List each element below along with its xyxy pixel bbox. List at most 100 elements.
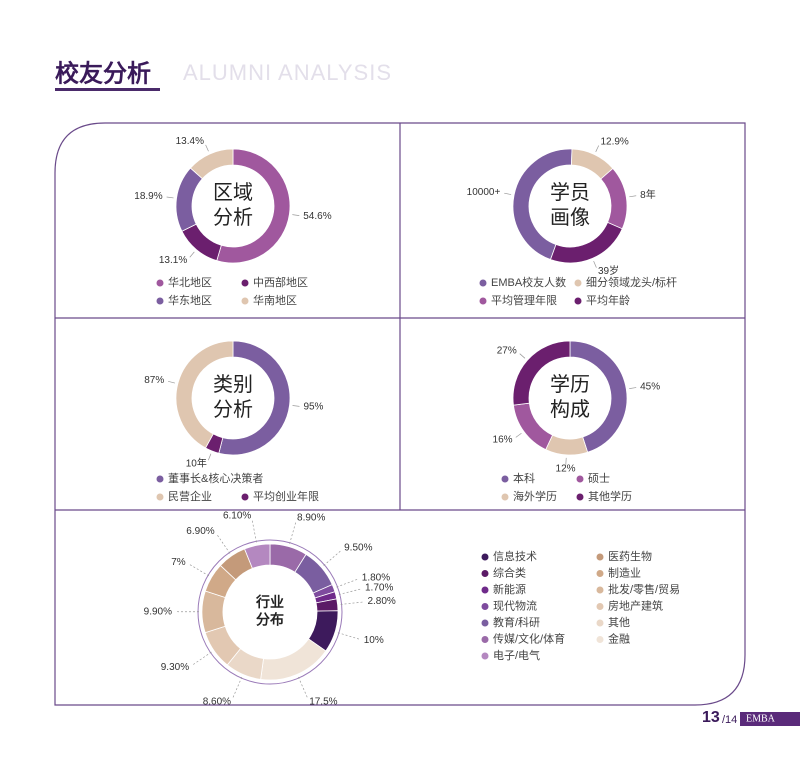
legend-swatch	[597, 554, 604, 561]
leader-line	[233, 677, 242, 698]
legend-label: 金融	[608, 631, 630, 645]
legend-swatch	[242, 494, 249, 501]
leader-line	[293, 406, 300, 407]
center-title: 分析	[213, 398, 253, 421]
legend-swatch	[482, 603, 489, 610]
legend-swatch	[480, 298, 487, 305]
leader-line	[339, 589, 361, 595]
leader-line	[629, 388, 636, 389]
data-label: 54.6%	[303, 211, 331, 222]
legend-label: 华北地区	[168, 275, 212, 289]
leader-line	[192, 652, 211, 665]
page-total: /14	[722, 714, 737, 726]
data-label: 10年	[186, 457, 207, 470]
leader-line	[596, 145, 599, 151]
leader-line	[338, 633, 360, 640]
leader-line	[168, 381, 175, 383]
data-label: 13.4%	[176, 136, 204, 147]
donut-segment	[601, 168, 627, 228]
donut-segment	[261, 639, 326, 680]
legend-label: EMBA校友人数	[491, 275, 566, 289]
data-label: 45%	[640, 382, 660, 393]
donut-segment	[202, 591, 225, 633]
legend-swatch	[482, 620, 489, 627]
legend-swatch	[502, 494, 509, 501]
donut-segment	[546, 435, 588, 455]
legend-label: 其他学历	[588, 489, 632, 503]
legend-label: 医药生物	[608, 549, 652, 563]
legend-swatch	[157, 298, 164, 305]
legend-swatch	[597, 636, 604, 643]
leader-line	[516, 433, 522, 437]
donut-segment	[570, 341, 627, 452]
data-label: 16%	[493, 434, 513, 445]
page-subtitle: ALUMNI ANALYSIS	[183, 60, 392, 85]
data-label: 18.9%	[134, 191, 162, 202]
legend-swatch	[577, 476, 584, 483]
legend-label: 平均年龄	[586, 293, 630, 307]
leader-line	[336, 579, 358, 587]
data-label: 17.5%	[309, 696, 337, 707]
data-label: 12%	[556, 464, 576, 475]
data-label: 8.90%	[297, 512, 325, 523]
data-label: 9.50%	[344, 543, 372, 554]
legend-swatch	[597, 587, 604, 594]
data-label: 95%	[303, 402, 323, 413]
legend-swatch	[575, 298, 582, 305]
data-label: 9.30%	[161, 662, 189, 673]
leader-line	[167, 197, 174, 198]
data-label: 10%	[364, 635, 384, 646]
center-title: 构成	[550, 398, 590, 421]
data-label: 87%	[144, 375, 164, 386]
legend-label: 海外学历	[513, 489, 557, 503]
legend-label: 董事长&核心决策者	[168, 471, 263, 485]
data-label: 8.60%	[203, 697, 231, 708]
leader-line	[217, 534, 230, 553]
center-title: 画像	[550, 206, 590, 229]
legend-swatch	[480, 280, 487, 287]
legend-swatch	[597, 620, 604, 627]
legend-swatch	[482, 653, 489, 660]
leader-line	[190, 252, 195, 257]
leader-line	[252, 520, 256, 543]
data-label: 39岁	[598, 264, 619, 277]
donut-segment	[190, 149, 233, 179]
data-label: 7%	[171, 557, 186, 568]
legend-swatch	[482, 587, 489, 594]
page-number: 13	[702, 709, 720, 726]
legend-swatch	[242, 298, 249, 305]
legend-swatch	[575, 280, 582, 287]
data-label: 1.70%	[365, 583, 393, 594]
leader-line	[298, 677, 307, 698]
donut-segment	[513, 403, 552, 449]
legend-swatch	[242, 280, 249, 287]
legend-label: 细分领域龙头/标杆	[586, 275, 677, 289]
legend-label: 华东地区	[168, 293, 212, 307]
legend-label: 制造业	[608, 565, 641, 579]
data-label: 27%	[497, 346, 517, 357]
center-title: 类别	[213, 373, 253, 396]
legend-label: 平均管理年限	[491, 293, 557, 307]
legend-label: 新能源	[493, 582, 526, 596]
title-underline	[55, 88, 160, 91]
center-title: 学员	[550, 181, 590, 204]
legend-label: 硕士	[588, 472, 610, 485]
leader-line	[629, 196, 636, 197]
data-label: 12.9%	[600, 137, 628, 148]
legend-label: 信息技术	[493, 549, 537, 563]
donut-segment	[182, 224, 221, 260]
legend-swatch	[502, 476, 509, 483]
leader-line	[292, 215, 299, 216]
legend-label: 其他	[608, 616, 630, 629]
legend-swatch	[597, 603, 604, 610]
data-label: 9.90%	[144, 606, 172, 617]
leader-line	[290, 522, 296, 544]
legend-label: 平均创业年限	[253, 489, 319, 503]
legend-swatch	[157, 280, 164, 287]
legend-label: 本科	[513, 471, 535, 485]
legend-swatch	[597, 570, 604, 577]
brand: EMBA	[746, 713, 776, 724]
donut-segment	[513, 149, 572, 260]
